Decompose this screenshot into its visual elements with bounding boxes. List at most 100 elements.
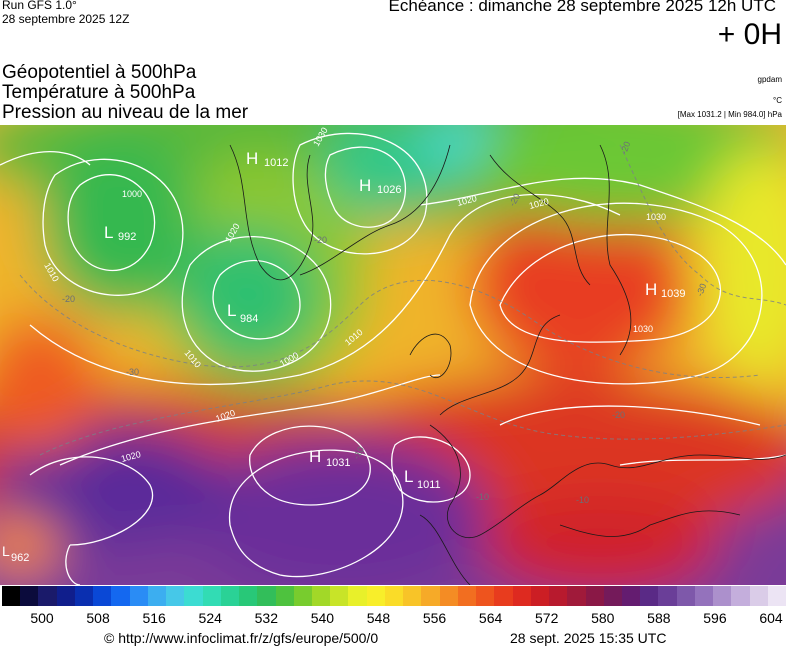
- pressure-center-low: L 1011: [404, 467, 441, 491]
- color-scale-swatch: [403, 586, 422, 606]
- color-scale-swatch: [457, 586, 477, 606]
- color-scale-swatch: [147, 586, 167, 606]
- temperature-label: -20: [62, 294, 75, 304]
- forecast-offset: + 0H: [717, 18, 782, 51]
- color-scale-swatch: [767, 586, 786, 606]
- temperature-contours: [19, 144, 786, 456]
- color-scale-swatch: [512, 586, 531, 606]
- pressure-center-high: H 1026: [359, 176, 401, 196]
- temperature-label: -20: [618, 140, 632, 156]
- color-scale-tick: 572: [535, 610, 559, 626]
- color-scale-swatch: [202, 586, 221, 606]
- temperature-label: -10: [476, 492, 489, 502]
- svg-text:962: 962: [11, 552, 29, 564]
- color-scale-swatch: [330, 586, 349, 606]
- color-scale-swatch: [275, 586, 294, 606]
- pressure-center-low: L 962: [2, 543, 29, 564]
- color-scale-swatch: [421, 586, 440, 606]
- color-scale-tick: 508: [86, 610, 110, 626]
- pressure-center-low: L 992: [104, 223, 136, 243]
- color-scale-tick: 524: [198, 610, 222, 626]
- svg-text:992: 992: [118, 231, 136, 243]
- layer-pressure-title: Pression au niveau de la mer: [2, 102, 249, 123]
- color-scale-swatch: [603, 586, 622, 606]
- layer-temperature-title: Température à 500hPa: [2, 82, 196, 103]
- pressure-range: [Max 1031.2 | Min 984.0] hPa: [677, 110, 782, 119]
- svg-text:H: H: [359, 176, 371, 195]
- geopotential-unit: gpdam: [757, 75, 782, 84]
- temperature-label: -30: [126, 367, 139, 377]
- color-scale-swatch: [713, 586, 732, 606]
- color-scale-swatch: [384, 586, 404, 606]
- color-scale-tick: 500: [30, 610, 54, 626]
- color-scale-swatch: [731, 586, 750, 606]
- temperature-label: -30: [694, 282, 708, 298]
- color-scale-tick: 588: [647, 610, 671, 626]
- weather-map: H 1012 H 1026 L 992 L 984 H 1039 H 1031 L 1011 …: [0, 125, 786, 585]
- run-title: Run GFS 1.0°: [2, 0, 77, 12]
- svg-text:1026: 1026: [377, 184, 401, 196]
- forecast-validity: Echéance : dimanche 28 septembre 2025 12…: [388, 0, 776, 15]
- color-scale-swatch: [676, 586, 695, 606]
- color-scale-swatch: [585, 586, 604, 606]
- generation-time: 28 sept. 2025 15:35 UTC: [510, 630, 667, 646]
- geopotential-field: [0, 125, 786, 585]
- temperature-label: -20: [612, 410, 625, 420]
- color-scale-swatch: [621, 586, 641, 606]
- color-scale-swatch: [640, 586, 659, 606]
- color-scale-tick: 556: [422, 610, 447, 626]
- color-scale-swatch: [166, 586, 185, 606]
- svg-text:L: L: [404, 467, 413, 486]
- color-scale-swatch: [56, 586, 75, 606]
- color-scale-swatch: [257, 586, 276, 606]
- color-scale-swatch: [184, 586, 203, 606]
- pressure-center-low: L 984: [227, 301, 258, 325]
- svg-text:L: L: [104, 223, 113, 242]
- color-scale-swatch: [111, 586, 130, 606]
- svg-text:984: 984: [240, 313, 258, 325]
- svg-text:H: H: [246, 149, 258, 168]
- color-scale-swatch: [549, 586, 568, 606]
- color-scale-swatch: [658, 586, 677, 606]
- temperature-label: -10: [576, 495, 589, 505]
- color-scale-tick: 564: [478, 610, 503, 626]
- color-scale-tick: 580: [591, 610, 615, 626]
- isobar-label: 1030: [633, 324, 653, 334]
- svg-text:H: H: [309, 447, 321, 466]
- isobar-label: 1030: [646, 212, 666, 222]
- temperature-unit: °C: [773, 96, 782, 105]
- run-date: 28 septembre 2025 12Z: [2, 12, 130, 26]
- source-url: © http://www.infoclimat.fr/z/gfs/europe/…: [104, 630, 379, 646]
- isobars: [0, 132, 786, 585]
- color-scale-swatch: [2, 586, 21, 606]
- color-scale-swatch: [476, 586, 495, 606]
- color-scale-tick: 540: [310, 610, 335, 626]
- color-scale-swatch: [20, 586, 39, 606]
- color-scale-tick: 532: [254, 610, 278, 626]
- pressure-center-high: H 1012: [246, 149, 288, 169]
- svg-text:L: L: [227, 301, 236, 320]
- svg-text:L: L: [2, 543, 10, 559]
- color-scale-swatch: [74, 586, 94, 606]
- color-scale-swatch: [694, 586, 714, 606]
- color-scale-swatch: [220, 586, 240, 606]
- pressure-center-high: H 1039: [645, 280, 685, 300]
- color-scale-swatch: [38, 586, 57, 606]
- temperature-label: -20: [314, 235, 327, 245]
- pressure-center-high: H 1031: [309, 447, 350, 469]
- color-scale-tick: 604: [759, 610, 783, 626]
- svg-text:1031: 1031: [326, 457, 350, 469]
- color-scale-tick: 548: [366, 610, 391, 626]
- color-scale-swatch: [239, 586, 258, 606]
- color-scale-tick: 516: [142, 610, 166, 626]
- layer-geopotential-title: Géopotentiel à 500hPa: [2, 62, 197, 83]
- coastlines: [229, 144, 786, 585]
- svg-text:H: H: [645, 280, 657, 299]
- color-scale-swatch: [293, 586, 312, 606]
- color-scale-swatch: [749, 586, 768, 606]
- color-scale-swatch: [530, 586, 550, 606]
- color-scale-swatch: [366, 586, 385, 606]
- color-scale-swatch: [129, 586, 148, 606]
- svg-text:1011: 1011: [417, 479, 441, 491]
- color-scale-swatch: [93, 586, 112, 606]
